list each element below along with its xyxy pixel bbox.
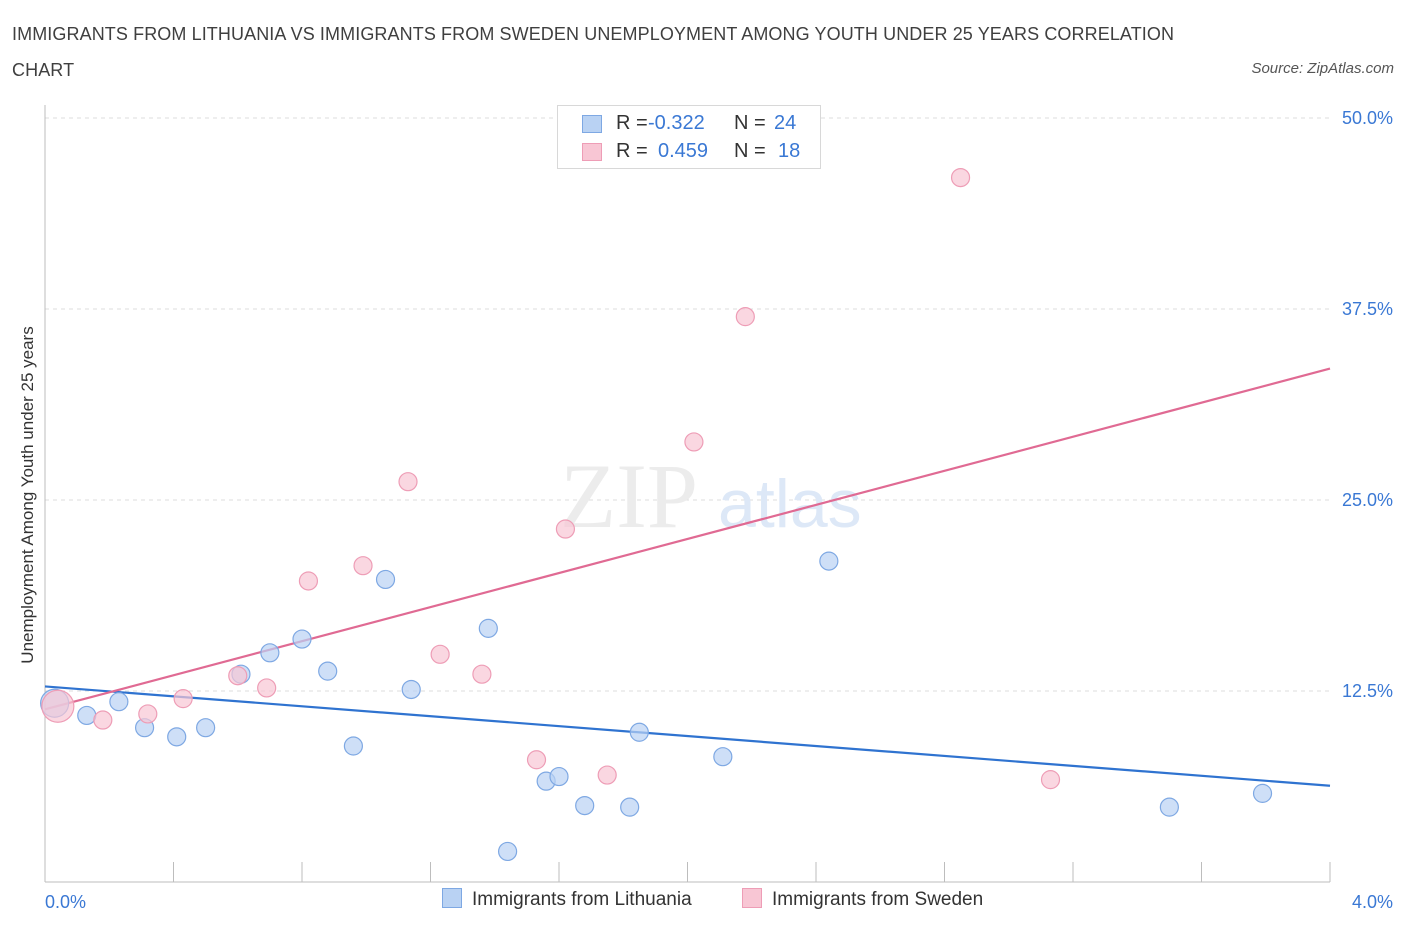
- y-axis-title: Unemployment Among Youth under 25 years: [18, 326, 37, 664]
- legend-label-lithuania: Immigrants from Lithuania: [472, 889, 692, 910]
- data-point-lithuania: [77, 705, 97, 726]
- legend-swatch-lithuania: [442, 888, 462, 908]
- data-point-lithuania: [620, 797, 640, 817]
- data-point-lithuania: [343, 736, 363, 756]
- correlation-legend: R = -0.322 N = 24 R = 0.459 N = 18: [557, 105, 821, 169]
- y-tick-label: 25.0%: [1342, 490, 1393, 510]
- data-point-sweden: [138, 704, 158, 724]
- legend-swatch-lithuania: [582, 115, 602, 133]
- legend-n-label: N =: [734, 140, 766, 162]
- chart-title: IMMIGRANTS FROM LITHUANIA VS IMMIGRANTS …: [12, 24, 1175, 80]
- x-tick-label: 0.0%: [45, 892, 86, 912]
- data-point-lithuania: [109, 692, 129, 712]
- data-point-lithuania: [629, 722, 649, 742]
- data-point-lithuania: [713, 747, 733, 767]
- data-point-sweden: [684, 432, 704, 452]
- data-point-sweden: [353, 556, 373, 576]
- data-point-lithuania: [318, 661, 338, 681]
- data-point-lithuania: [1252, 783, 1273, 803]
- y-tick-label: 37.5%: [1342, 299, 1393, 319]
- data-point-sweden: [298, 571, 319, 591]
- data-point-lithuania: [498, 841, 518, 862]
- trend-line-lithuania: [44, 685, 1331, 787]
- y-tick-label: 50.0%: [1342, 108, 1393, 128]
- watermark-zip: ZIP: [560, 445, 698, 547]
- legend-swatch-sweden: [582, 143, 602, 161]
- legend-swatch-sweden: [742, 888, 762, 908]
- data-point-lithuania: [260, 643, 280, 663]
- data-point-sweden: [257, 678, 277, 698]
- data-point-lithuania: [1159, 797, 1179, 817]
- legend-item-sweden: Immigrants from Sweden: [742, 888, 983, 916]
- data-point-lithuania: [549, 766, 569, 787]
- source-label: Source: ZipAtlas.com: [1251, 60, 1394, 77]
- data-point-sweden: [597, 765, 617, 785]
- data-point-sweden: [526, 750, 547, 770]
- legend-r-value: -0.322: [648, 112, 705, 134]
- data-point-lithuania: [196, 718, 216, 738]
- data-point-lithuania: [375, 569, 396, 590]
- data-point-lithuania: [819, 551, 839, 571]
- legend-n-value: 18: [778, 140, 801, 162]
- legend-r-value: 0.459: [658, 140, 709, 162]
- legend-r-label: R =: [616, 112, 648, 134]
- legend-n-label: N =: [734, 112, 766, 134]
- data-point-sweden: [430, 644, 450, 664]
- data-point-sweden: [1040, 770, 1061, 790]
- y-tick-label: 12.5%: [1342, 681, 1393, 701]
- watermark-atlas: atlas: [718, 466, 862, 542]
- data-point-sweden: [398, 472, 418, 492]
- data-point-sweden: [41, 689, 75, 723]
- x-tick-label: 4.0%: [1352, 892, 1393, 912]
- data-point-sweden: [173, 689, 193, 709]
- data-point-sweden: [950, 167, 971, 188]
- data-point-sweden: [735, 307, 755, 327]
- legend-r-label: R =: [616, 140, 648, 162]
- data-point-lithuania: [167, 727, 187, 747]
- data-point-lithuania: [478, 618, 498, 638]
- data-point-sweden: [472, 664, 492, 684]
- data-point-sweden: [93, 710, 113, 730]
- data-point-sweden: [228, 666, 248, 686]
- legend-item-lithuania: Immigrants from Lithuania: [442, 888, 692, 916]
- legend-label-sweden: Immigrants from Sweden: [772, 889, 984, 910]
- data-point-lithuania: [575, 795, 595, 816]
- data-point-sweden: [555, 519, 576, 539]
- legend-n-value: 24: [774, 112, 797, 134]
- data-point-lithuania: [401, 679, 421, 700]
- data-point-lithuania: [292, 629, 312, 649]
- trend-line-sweden: [44, 367, 1331, 711]
